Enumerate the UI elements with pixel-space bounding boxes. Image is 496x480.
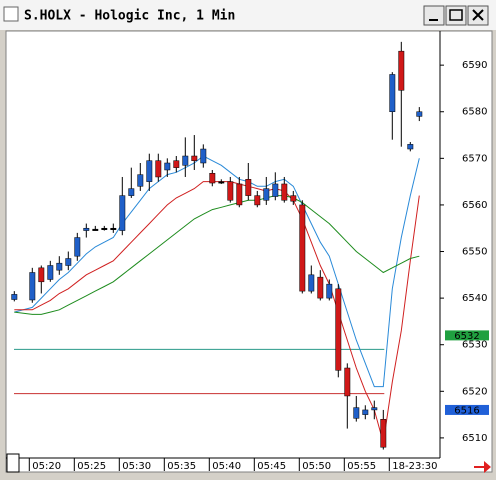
candle-body [344, 367, 351, 397]
candle-body [254, 195, 261, 206]
candle-body [164, 162, 171, 171]
candle-body [299, 204, 306, 292]
window-buttons [423, 5, 489, 26]
candle-body [236, 183, 243, 206]
x-tick-label: 05:30 [122, 461, 151, 472]
price-tag-label: 6532 [454, 331, 479, 342]
candle-body [146, 160, 153, 182]
candle-body [209, 172, 216, 184]
plot: 6510 6520 6530 6540 6550 6560 6570 6580 6590 05:2… [11, 41, 489, 472]
candle-body [290, 195, 297, 202]
candle-body [263, 188, 270, 201]
candle-body [56, 262, 63, 271]
window-title: S.HOLX - Hologic Inc, 1 Min [24, 9, 235, 24]
y-tick-label: 6560 [462, 200, 487, 211]
price-tag [445, 330, 489, 341]
candle-body [362, 409, 369, 415]
candle-body [227, 181, 234, 201]
title-bar [0, 0, 496, 30]
minimize-button[interactable] [423, 5, 445, 26]
y-tick-label: 6520 [462, 386, 487, 397]
x-tick-label: 05:50 [302, 461, 331, 472]
y-tick-label: 6570 [462, 153, 487, 164]
candle-body [74, 237, 81, 257]
candle-body [11, 294, 18, 300]
candle-body [416, 111, 423, 117]
candle-body [281, 183, 288, 201]
scroll-right-arrow[interactable] [474, 461, 491, 473]
scroll-box[interactable] [6, 453, 20, 473]
candle-body [101, 227, 108, 230]
maximize-button[interactable] [445, 5, 467, 26]
candle-body [326, 283, 333, 299]
candle-body [380, 419, 387, 448]
candle-body [38, 267, 45, 283]
x-tick-label: 05:20 [32, 461, 61, 472]
candle-body [218, 181, 225, 184]
x-tick-label: 05:55 [347, 461, 376, 472]
candle-body [371, 407, 378, 411]
close-glyph [472, 9, 484, 21]
candle-body [191, 155, 198, 161]
candle-body [353, 407, 360, 419]
candle-body [317, 276, 324, 299]
candle-body [200, 148, 207, 164]
average-line [14, 195, 420, 315]
candle-body [92, 228, 99, 231]
y-tick-label: 6580 [462, 107, 487, 118]
candle-body [173, 160, 180, 168]
candle-body [83, 227, 90, 231]
candle-body [308, 274, 315, 292]
candle-body [272, 183, 279, 197]
candle-body [398, 50, 405, 91]
y-tick-label: 6590 [462, 60, 487, 71]
average-line [14, 155, 420, 388]
window-icon[interactable] [3, 6, 19, 22]
x-tick-label: 05:45 [257, 461, 286, 472]
x-tick-label: 05:35 [167, 461, 196, 472]
price-tag [445, 404, 489, 415]
candle-body [65, 258, 72, 266]
candle-body [389, 74, 396, 112]
chart-panel [5, 30, 493, 473]
candle-body [119, 195, 126, 231]
price-tag-label: 6516 [454, 405, 479, 416]
maximize-glyph [449, 9, 463, 21]
candle-body [29, 272, 36, 301]
candle-body [245, 179, 252, 196]
candle-body [128, 188, 135, 196]
x-tick-label: 05:40 [212, 461, 241, 472]
x-tick-label: 18-23:30 [392, 461, 437, 472]
y-tick-label: 6510 [462, 433, 487, 444]
x-tick-label: 05:25 [77, 461, 106, 472]
candle-body [47, 265, 54, 280]
y-tick-label: 6550 [462, 247, 487, 258]
candle-body [407, 144, 414, 150]
candle-body [335, 288, 342, 371]
candle-body [110, 227, 117, 230]
candle-body [137, 174, 144, 187]
candle-body [182, 155, 189, 166]
y-tick-label: 6530 [462, 340, 487, 351]
candle-body [155, 160, 162, 178]
y-tick-label: 6540 [462, 293, 487, 304]
